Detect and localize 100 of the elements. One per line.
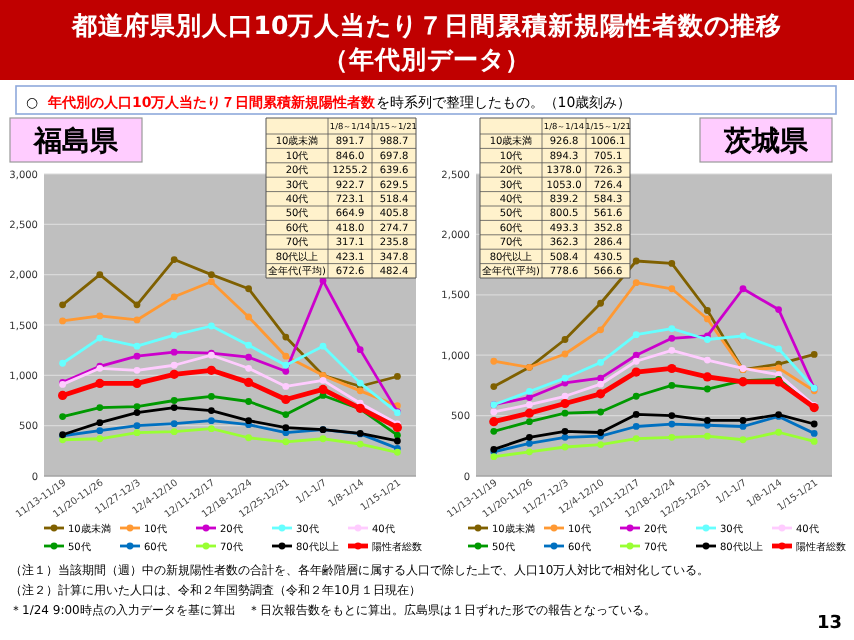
point [561, 409, 569, 417]
point [59, 359, 66, 367]
point [561, 433, 569, 441]
point [170, 397, 178, 404]
point [490, 383, 498, 391]
point [170, 256, 178, 263]
point [96, 427, 104, 435]
point [244, 377, 254, 387]
point [245, 398, 252, 405]
point [169, 369, 179, 379]
point [208, 322, 215, 330]
point [356, 440, 364, 448]
point [133, 301, 141, 309]
point [668, 382, 676, 389]
point [170, 293, 178, 301]
point [597, 380, 604, 388]
point [561, 374, 569, 382]
point [245, 353, 252, 361]
point [392, 422, 402, 433]
point [206, 365, 216, 375]
chart-title: 茨城県 [722, 126, 810, 158]
point [704, 356, 711, 364]
point [526, 448, 533, 456]
point [282, 411, 290, 418]
point [170, 404, 178, 411]
point [775, 428, 782, 436]
point [668, 285, 676, 293]
point [668, 334, 676, 342]
point [526, 394, 533, 401]
point [394, 373, 401, 380]
point [282, 333, 290, 341]
point [668, 346, 676, 354]
point [281, 394, 291, 405]
point [356, 387, 364, 395]
point [282, 383, 290, 390]
point [208, 278, 215, 286]
point [704, 315, 711, 323]
point [132, 378, 142, 388]
point [245, 313, 252, 321]
point [208, 425, 215, 433]
point [282, 367, 290, 375]
point [133, 409, 141, 416]
point [282, 424, 290, 432]
point [668, 325, 676, 333]
point [561, 350, 569, 358]
point [739, 436, 747, 444]
point [490, 408, 498, 416]
point [631, 367, 641, 377]
point [668, 433, 676, 441]
point [170, 428, 178, 436]
point [739, 285, 747, 293]
point [170, 348, 178, 356]
point [133, 403, 141, 410]
point [632, 423, 640, 430]
text: （年代別データ） [323, 44, 531, 74]
point [632, 435, 640, 442]
point [668, 420, 676, 428]
point [810, 438, 818, 445]
point [96, 419, 104, 427]
point [208, 393, 215, 400]
point [58, 390, 68, 401]
point [319, 435, 327, 443]
point [245, 341, 252, 349]
point [96, 334, 104, 342]
point [561, 392, 569, 400]
point [96, 435, 104, 443]
point [282, 361, 290, 369]
point [133, 422, 141, 430]
point [59, 413, 66, 421]
point [667, 363, 677, 374]
point [524, 408, 534, 418]
point [96, 271, 104, 279]
point [597, 299, 604, 307]
point [490, 453, 498, 461]
point [170, 331, 178, 339]
point [526, 388, 533, 395]
point [526, 433, 533, 441]
point [632, 257, 640, 265]
point [133, 342, 141, 350]
point [394, 431, 401, 439]
point [810, 351, 818, 358]
point [704, 417, 711, 424]
point [810, 429, 818, 437]
line-series [59, 322, 401, 417]
point [632, 331, 640, 339]
point [394, 437, 401, 445]
point [245, 364, 252, 372]
point [133, 316, 141, 324]
point [133, 366, 141, 374]
point [561, 443, 569, 451]
point [739, 417, 747, 424]
point [318, 384, 328, 395]
point [170, 361, 178, 369]
point [775, 306, 782, 313]
text: 13 [816, 614, 842, 634]
point [59, 301, 66, 309]
point [739, 332, 747, 340]
point [597, 374, 604, 382]
point [702, 372, 712, 382]
point [596, 389, 606, 399]
